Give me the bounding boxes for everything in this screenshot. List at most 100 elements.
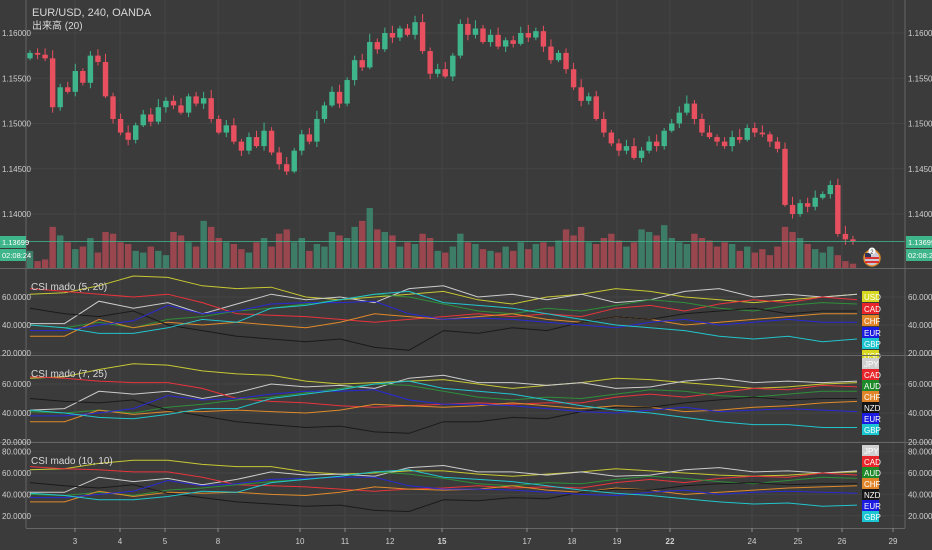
candle-body[interactable]: [555, 52, 562, 61]
candle-body[interactable]: [706, 132, 713, 138]
csi-panes[interactable]: [29, 275, 858, 513]
candle-body[interactable]: [782, 148, 788, 205]
candle-body[interactable]: [691, 103, 698, 119]
candle-body[interactable]: [669, 123, 675, 131]
candle-body[interactable]: [34, 52, 41, 55]
csi-line-eur[interactable]: [30, 300, 857, 332]
candle-body[interactable]: [216, 118, 222, 133]
candle-body[interactable]: [774, 141, 781, 149]
candle-body[interactable]: [601, 118, 607, 133]
candle-body[interactable]: [842, 233, 849, 240]
candle-body[interactable]: [518, 33, 524, 44]
candle-body[interactable]: [714, 137, 720, 142]
candle-body[interactable]: [321, 105, 328, 119]
candle-body[interactable]: [306, 134, 313, 142]
csi-line-gbp[interactable]: [29, 290, 858, 343]
csi-line-chf[interactable]: [30, 485, 858, 503]
csi-line-nzd[interactable]: [29, 482, 857, 513]
candles[interactable]: [27, 13, 856, 245]
csi-line-eur[interactable]: [30, 476, 858, 499]
candle-body[interactable]: [721, 141, 728, 147]
candle-body[interactable]: [42, 54, 48, 59]
candle-body[interactable]: [752, 128, 758, 133]
csi-line-aud[interactable]: [29, 383, 857, 414]
candle-body[interactable]: [419, 22, 426, 52]
candle-body[interactable]: [389, 33, 396, 38]
candle-body[interactable]: [563, 52, 569, 70]
candle-body[interactable]: [110, 96, 116, 119]
candle-body[interactable]: [412, 22, 418, 35]
candle-body[interactable]: [336, 91, 343, 104]
us-flag-icon[interactable]: 2: [863, 247, 881, 267]
csi-line-gbp[interactable]: [29, 469, 858, 507]
candle-body[interactable]: [276, 152, 282, 165]
candle-body[interactable]: [646, 141, 652, 151]
candle-body[interactable]: [495, 34, 501, 47]
candle-body[interactable]: [155, 107, 162, 122]
candle-body[interactable]: [435, 69, 441, 74]
candle-body[interactable]: [102, 61, 109, 97]
candle-body[interactable]: [397, 28, 403, 38]
csi-pane-2-title[interactable]: CSI mado (7, 25): [31, 369, 107, 380]
candle-body[interactable]: [450, 55, 456, 77]
candle-body[interactable]: [344, 80, 350, 104]
candle-body[interactable]: [850, 239, 856, 242]
csi-line-aud[interactable]: [29, 471, 858, 497]
candle-body[interactable]: [231, 125, 237, 142]
candle-body[interactable]: [268, 130, 275, 153]
candle-body[interactable]: [820, 194, 826, 198]
candle-body[interactable]: [49, 58, 56, 108]
csi-line-usd[interactable]: [29, 459, 858, 477]
candle-body[interactable]: [299, 134, 305, 151]
candle-body[interactable]: [548, 46, 554, 61]
volume-indicator-title[interactable]: 出来高 (20): [32, 19, 83, 32]
candle-body[interactable]: [797, 203, 803, 214]
candle-body[interactable]: [65, 87, 71, 92]
candle-body[interactable]: [163, 100, 169, 108]
candle-body[interactable]: [623, 146, 630, 151]
candle-body[interactable]: [661, 130, 667, 147]
csi-line-eur[interactable]: [30, 389, 858, 417]
candle-body[interactable]: [737, 137, 743, 140]
candle-body[interactable]: [835, 185, 841, 234]
candle-body[interactable]: [578, 87, 584, 101]
candle-body[interactable]: [759, 132, 766, 135]
candle-body[interactable]: [404, 28, 411, 35]
csi-line-jpy[interactable]: [29, 374, 858, 411]
csi-line-aud[interactable]: [29, 293, 858, 329]
candle-body[interactable]: [170, 100, 177, 106]
candle-body[interactable]: [480, 28, 486, 43]
candle-body[interactable]: [593, 96, 599, 119]
candle-body[interactable]: [744, 128, 750, 140]
candle-body[interactable]: [193, 96, 199, 104]
candle-body[interactable]: [502, 40, 509, 47]
candle-body[interactable]: [533, 31, 539, 38]
candle-body[interactable]: [465, 23, 471, 35]
csi-line-chf[interactable]: [30, 400, 858, 423]
csi-pane-1-title[interactable]: CSI mado (5, 20): [31, 282, 107, 293]
csi-pane-3-title[interactable]: CSI mado (10, 10): [31, 456, 113, 467]
candle-body[interactable]: [87, 55, 94, 83]
candle-body[interactable]: [540, 31, 547, 47]
candle-body[interactable]: [812, 197, 818, 207]
candle-body[interactable]: [359, 60, 365, 68]
candle-body[interactable]: [827, 185, 833, 195]
candle-body[interactable]: [72, 71, 78, 92]
csi-line-nzd[interactable]: [29, 396, 857, 434]
candle-body[interactable]: [261, 130, 267, 147]
candle-body[interactable]: [699, 118, 705, 133]
candle-body[interactable]: [117, 118, 124, 133]
csi-line-usd[interactable]: [29, 275, 858, 305]
candle-body[interactable]: [684, 103, 690, 113]
candle-body[interactable]: [140, 114, 146, 126]
candle-body[interactable]: [314, 118, 320, 142]
candle-body[interactable]: [223, 125, 229, 133]
candle-body[interactable]: [653, 141, 660, 147]
csi-line-cad[interactable]: [29, 466, 858, 492]
candle-body[interactable]: [427, 51, 433, 74]
candle-body[interactable]: [57, 87, 63, 108]
candle-body[interactable]: [238, 141, 245, 151]
candle-body[interactable]: [676, 112, 682, 124]
candle-body[interactable]: [133, 125, 139, 140]
